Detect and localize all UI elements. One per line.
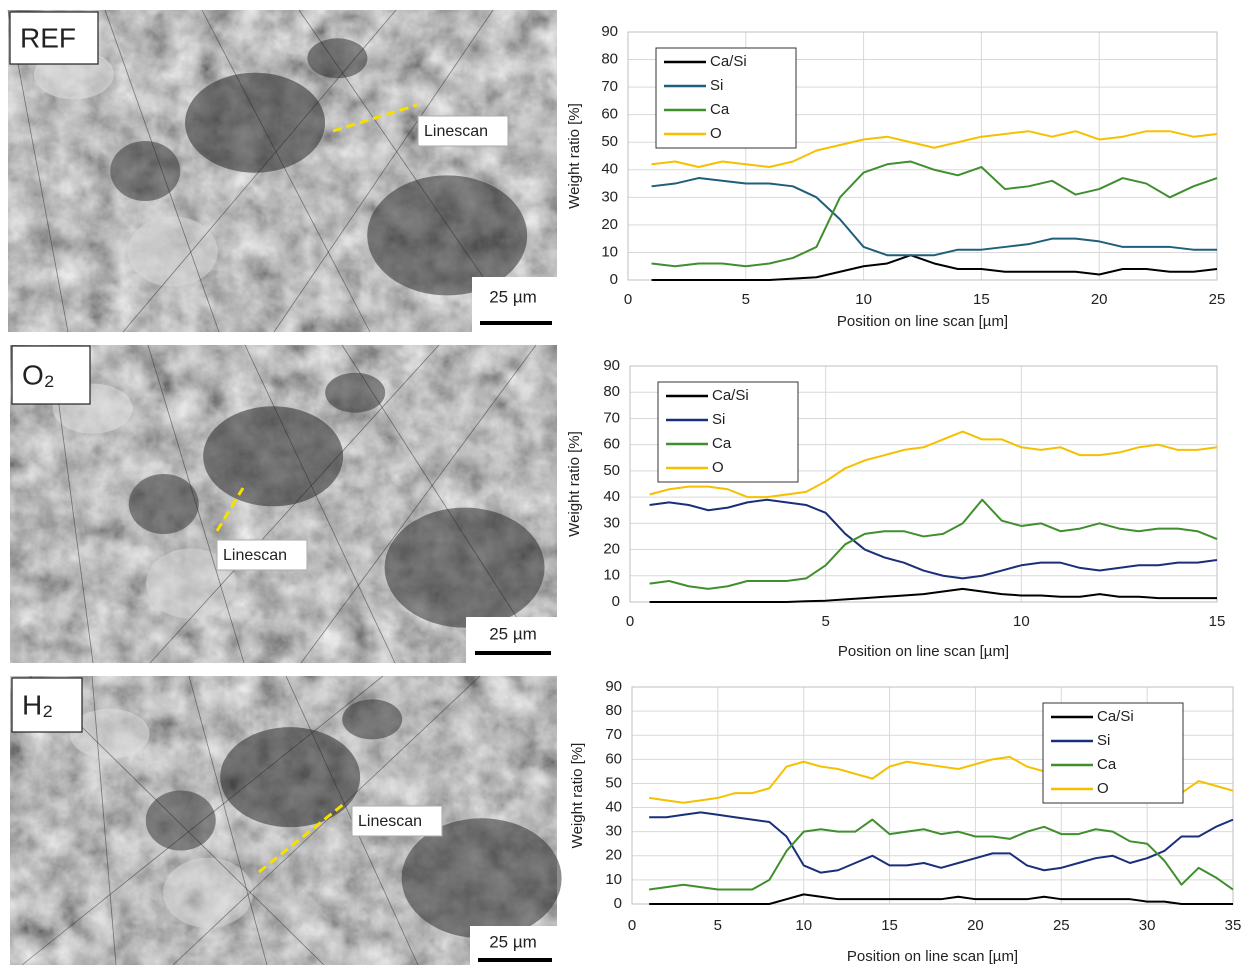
y-tick-label: 70 (603, 409, 620, 426)
y-axis-label: Weight ratio [%] (566, 431, 583, 537)
callout-text: Linescan (358, 813, 422, 830)
legend-label: O (1097, 780, 1109, 797)
grain (146, 791, 216, 851)
grain (220, 727, 360, 827)
y-tick-label: 20 (605, 847, 622, 864)
legend-label: Ca (712, 435, 732, 452)
legend-label: Si (1097, 732, 1110, 749)
y-tick-label: 50 (605, 774, 622, 791)
series-line (649, 820, 1233, 890)
y-tick-label: 20 (601, 216, 618, 233)
x-tick-label: 0 (626, 613, 634, 630)
x-tick-label: 20 (967, 917, 984, 934)
x-axis-label: Position on line scan [µm] (847, 948, 1018, 965)
grain (128, 217, 218, 287)
legend-label: O (710, 125, 722, 142)
y-tick-label: 80 (603, 383, 620, 400)
y-axis-label: Weight ratio [%] (569, 743, 586, 849)
x-tick-label: 15 (973, 291, 990, 308)
scale-text: 25 µm (489, 287, 537, 306)
grain (185, 73, 325, 173)
x-tick-label: 15 (881, 917, 898, 934)
y-tick-label: 60 (603, 436, 620, 453)
y-tick-label: 60 (605, 750, 622, 767)
x-tick-label: 10 (795, 917, 812, 934)
y-tick-label: 80 (605, 702, 622, 719)
y-tick-label: 30 (603, 514, 620, 531)
x-tick-label: 5 (742, 291, 750, 308)
panel-label: H₂ (22, 689, 53, 720)
grain (163, 858, 253, 928)
x-axis-label: Position on line scan [µm] (837, 313, 1008, 330)
y-tick-label: 80 (601, 51, 618, 68)
grain (385, 508, 545, 628)
panel-label: REF (20, 22, 76, 53)
y-tick-label: 90 (605, 678, 622, 695)
grain (325, 373, 385, 413)
x-tick-label: 5 (714, 917, 722, 934)
scale-text: 25 µm (489, 932, 537, 951)
y-tick-label: 20 (603, 541, 620, 558)
legend-label: Ca/Si (1097, 708, 1134, 725)
y-tick-label: 10 (603, 567, 620, 584)
y-tick-label: 40 (603, 488, 620, 505)
scale-text: 25 µm (489, 624, 537, 643)
y-tick-label: 90 (601, 23, 618, 40)
callout-text: Linescan (223, 547, 287, 564)
y-axis-label: Weight ratio [%] (566, 103, 583, 209)
x-tick-label: 20 (1091, 291, 1108, 308)
panel-label: O₂ (22, 359, 55, 390)
x-tick-label: 25 (1209, 291, 1226, 308)
x-tick-label: 35 (1225, 917, 1242, 934)
y-tick-label: 60 (601, 106, 618, 123)
grain (129, 474, 199, 534)
y-tick-label: 30 (605, 823, 622, 840)
legend-label: Ca (1097, 756, 1117, 773)
series-line (652, 178, 1217, 255)
y-tick-label: 0 (614, 895, 622, 912)
callout-text: Linescan (424, 123, 488, 140)
x-tick-label: 5 (821, 613, 829, 630)
y-tick-label: 90 (603, 357, 620, 374)
series-line (652, 162, 1217, 267)
y-tick-label: 40 (605, 799, 622, 816)
x-tick-label: 10 (1013, 613, 1030, 630)
x-tick-label: 10 (855, 291, 872, 308)
y-tick-label: 50 (601, 133, 618, 150)
x-tick-label: 30 (1139, 917, 1156, 934)
x-tick-label: 0 (624, 291, 632, 308)
series-line (650, 500, 1217, 579)
y-tick-label: 0 (612, 593, 620, 610)
y-tick-label: 0 (610, 271, 618, 288)
y-tick-label: 70 (605, 726, 622, 743)
y-tick-label: 50 (603, 462, 620, 479)
grain (203, 406, 343, 506)
x-tick-label: 25 (1053, 917, 1070, 934)
x-tick-label: 0 (628, 917, 636, 934)
grain (342, 699, 402, 739)
y-tick-label: 10 (605, 871, 622, 888)
legend-label: Ca/Si (712, 387, 749, 404)
legend-label: Ca (710, 101, 730, 118)
y-tick-label: 30 (601, 188, 618, 205)
grain (307, 38, 367, 78)
x-tick-label: 15 (1209, 613, 1226, 630)
x-axis-label: Position on line scan [µm] (838, 643, 1009, 660)
legend-label: Si (710, 77, 723, 94)
series-line (649, 894, 1233, 904)
legend-label: Si (712, 411, 725, 428)
series-line (650, 589, 1217, 602)
legend-label: O (712, 459, 724, 476)
y-tick-label: 10 (601, 243, 618, 260)
y-tick-label: 40 (601, 161, 618, 178)
series-line (652, 255, 1217, 280)
y-tick-label: 70 (601, 78, 618, 95)
figure: REF Linescan 25 µm O₂ Linescan 25 µm H₂ Linesca… (0, 0, 1251, 971)
legend-label: Ca/Si (710, 53, 747, 70)
